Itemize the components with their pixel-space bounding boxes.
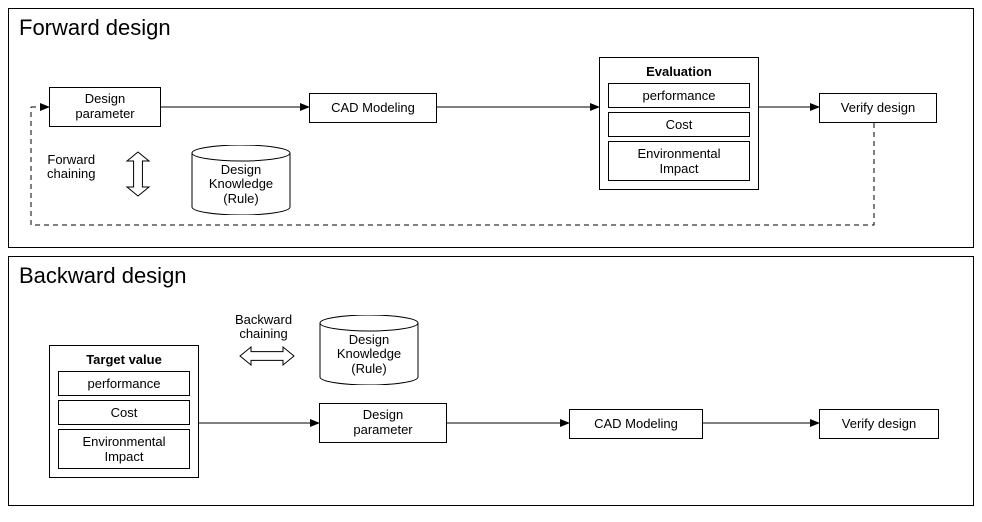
- double-arrow-horizontal-icon: [239, 345, 295, 367]
- target-item-cost: Cost: [58, 400, 190, 425]
- backward-stage: Target value performance Cost Environmen…: [19, 293, 959, 493]
- evaluation-item-performance: performance: [608, 83, 750, 108]
- cylinder-icon: [191, 145, 291, 215]
- evaluation-group: Evaluation performance Cost Environmenta…: [599, 57, 759, 190]
- backward-chaining-label: Backwardchaining: [235, 313, 292, 342]
- backward-title: Backward design: [19, 263, 963, 289]
- node-cad-modeling: CAD Modeling: [569, 409, 703, 439]
- forward-stage: Designparameter CAD Modeling Verify desi…: [19, 45, 959, 235]
- backward-panel: Backward design Target value performance…: [8, 256, 974, 506]
- evaluation-item-cost: Cost: [608, 112, 750, 137]
- forward-panel: Forward design Designparameter CAD Model…: [8, 8, 974, 248]
- evaluation-title: Evaluation: [608, 64, 750, 79]
- node-design-parameter: Designparameter: [49, 87, 161, 127]
- node-design-parameter: Designparameter: [319, 403, 447, 443]
- node-verify-design: Verify design: [819, 409, 939, 439]
- node-cad-modeling: CAD Modeling: [309, 93, 437, 123]
- evaluation-item-env: EnvironmentalImpact: [608, 141, 750, 181]
- target-value-title: Target value: [58, 352, 190, 367]
- node-verify-design: Verify design: [819, 93, 937, 123]
- double-arrow-vertical-icon: [125, 151, 151, 197]
- design-knowledge-cylinder: DesignKnowledge(Rule): [191, 145, 291, 215]
- forward-connectors: [19, 45, 959, 235]
- design-knowledge-cylinder: DesignKnowledge(Rule): [319, 315, 419, 385]
- target-value-group: Target value performance Cost Environmen…: [49, 345, 199, 478]
- target-item-performance: performance: [58, 371, 190, 396]
- target-item-env: EnvironmentalImpact: [58, 429, 190, 469]
- forward-title: Forward design: [19, 15, 963, 41]
- forward-chaining-label: Forwardchaining: [47, 153, 95, 182]
- cylinder-icon: [319, 315, 419, 385]
